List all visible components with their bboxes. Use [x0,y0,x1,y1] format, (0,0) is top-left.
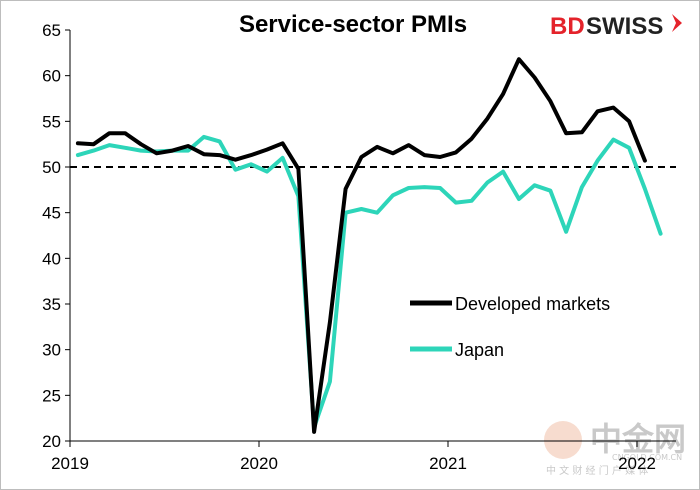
legend: Developed markets Japan [410,294,610,360]
logo-bd-text: BD [550,13,585,40]
watermark-sub-text: 中 文 财 经 门 户 媒 体 [546,464,648,477]
logo-swiss-text: SWISS [586,13,663,40]
y-axis-ticks: 20 25 30 35 40 45 50 55 60 65 [42,21,70,451]
y-tick-label: 45 [42,204,61,223]
chart-title: Service-sector PMIs [239,11,467,38]
series-line-developed-markets [75,57,647,434]
y-tick-label: 25 [42,386,61,405]
bdswiss-logo: BD SWISS [550,13,682,40]
watermark-url-text: CNGOLD.COM.CN [612,453,682,462]
legend-label-japan: Japan [455,340,504,360]
y-tick-label: 40 [42,249,61,268]
x-tick-label: 2021 [429,454,467,473]
cngold-watermark: 中金网 CNGOLD.COM.CN 中 文 财 经 门 户 媒 体 [544,420,686,477]
y-tick-label: 50 [42,158,61,177]
watermark-logo-icon [544,421,582,459]
x-tick-label: 2020 [240,454,278,473]
y-tick-label: 60 [42,67,61,86]
y-tick-label: 55 [42,112,61,131]
legend-label-developed-markets: Developed markets [455,294,610,314]
x-tick-label: 2019 [51,454,89,473]
y-tick-label: 30 [42,341,61,360]
y-tick-label: 65 [42,21,61,40]
series-layer [75,57,663,434]
y-tick-label: 20 [42,432,61,451]
y-tick-label: 35 [42,295,61,314]
x-axis-ticks: 2019 2020 2021 2022 [51,441,656,473]
x-tick-label: 2022 [618,454,656,473]
logo-arrow-icon [672,14,682,32]
watermark-main-text: 中金网 [590,420,686,458]
